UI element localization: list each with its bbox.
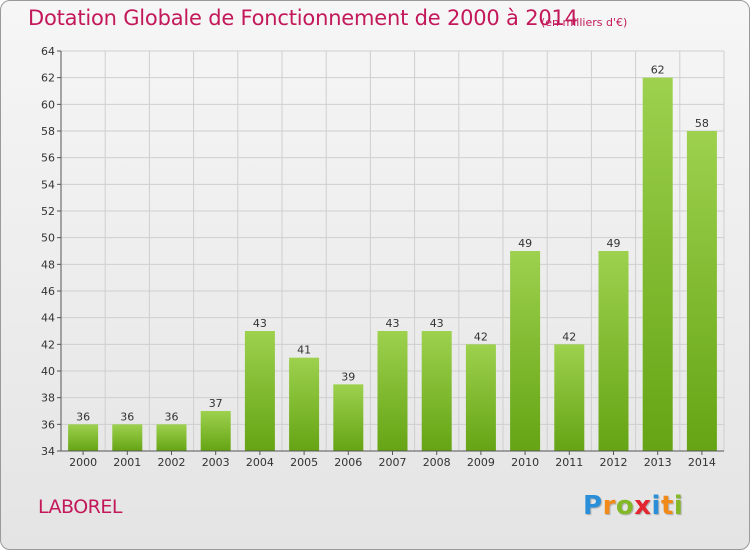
bar-value-label: 49 — [518, 237, 532, 250]
bar-value-label: 62 — [651, 64, 665, 77]
bar-value-label: 41 — [297, 344, 311, 357]
y-tick-label: 62 — [41, 72, 55, 85]
bar — [421, 331, 452, 451]
proxiti-logo[interactable]: Proxiti — [583, 491, 684, 521]
x-tick-label: 2007 — [379, 456, 407, 469]
x-tick-label: 2012 — [600, 456, 628, 469]
x-tick-label: 2011 — [555, 456, 583, 469]
y-tick-label: 38 — [41, 392, 55, 405]
bar — [686, 131, 717, 451]
x-tick-label: 2013 — [644, 456, 672, 469]
y-tick-label: 52 — [41, 205, 55, 218]
bar — [333, 384, 364, 451]
bar-layer: 36 36 36 37 43 41 39 43 43 42 49 42 49 62 58 — [68, 64, 717, 452]
x-tick-label: 2004 — [246, 456, 274, 469]
x-tick-label: 2002 — [158, 456, 186, 469]
x-tick-label: 2008 — [423, 456, 451, 469]
y-tick-label: 54 — [41, 178, 55, 191]
bar — [289, 357, 320, 451]
bar-value-label: 42 — [562, 330, 576, 343]
x-tick-label: 2000 — [69, 456, 97, 469]
y-tick-label: 40 — [41, 365, 55, 378]
bar-value-label: 36 — [120, 410, 134, 423]
y-tick-label: 48 — [41, 258, 55, 271]
bar-value-label: 36 — [76, 410, 90, 423]
y-tick-label: 64 — [41, 45, 55, 58]
y-tick-label: 34 — [41, 445, 55, 458]
bar — [112, 424, 143, 451]
x-tick-label: 2006 — [334, 456, 362, 469]
x-tick-label: 2005 — [290, 456, 318, 469]
y-tick-label: 58 — [41, 125, 55, 138]
y-tick-label: 56 — [41, 152, 55, 165]
y-tick-label: 50 — [41, 232, 55, 245]
bar-value-label: 39 — [341, 370, 355, 383]
x-tick-label: 2001 — [113, 456, 141, 469]
bar — [200, 411, 231, 451]
x-tick-label: 2010 — [511, 456, 539, 469]
bar — [598, 251, 629, 451]
chart-subtitle: (en milliers d'€) — [541, 16, 628, 29]
commune-name: LABOREL — [38, 496, 122, 518]
x-tick-label: 2014 — [688, 456, 716, 469]
bar — [510, 251, 541, 451]
x-tick-label: 2003 — [202, 456, 230, 469]
bar — [642, 77, 673, 452]
bar-value-label: 43 — [386, 317, 400, 330]
y-tick-label: 46 — [41, 285, 55, 298]
bar — [156, 424, 187, 451]
chart-title: Dotation Globale de Fonctionnement de 20… — [28, 6, 578, 30]
axis-layer: 34 36 38 40 42 44 46 48 50 52 54 56 58 60 62 64 2000 2001… — [41, 45, 724, 469]
y-tick-label: 60 — [41, 98, 55, 111]
bar-value-label: 37 — [209, 397, 223, 410]
bar — [377, 331, 408, 451]
bar-value-label: 58 — [695, 117, 709, 130]
bar-value-label: 49 — [607, 237, 621, 250]
x-tick-label: 2009 — [467, 456, 495, 469]
y-tick-label: 36 — [41, 418, 55, 431]
bar — [554, 344, 585, 451]
bar-value-label: 36 — [165, 410, 179, 423]
y-tick-label: 44 — [41, 312, 55, 325]
y-tick-label: 42 — [41, 338, 55, 351]
bar — [465, 344, 496, 451]
bar-value-label: 43 — [430, 317, 444, 330]
bar — [68, 424, 99, 451]
bar-value-label: 43 — [253, 317, 267, 330]
bar-value-label: 42 — [474, 330, 488, 343]
bar — [244, 331, 275, 451]
